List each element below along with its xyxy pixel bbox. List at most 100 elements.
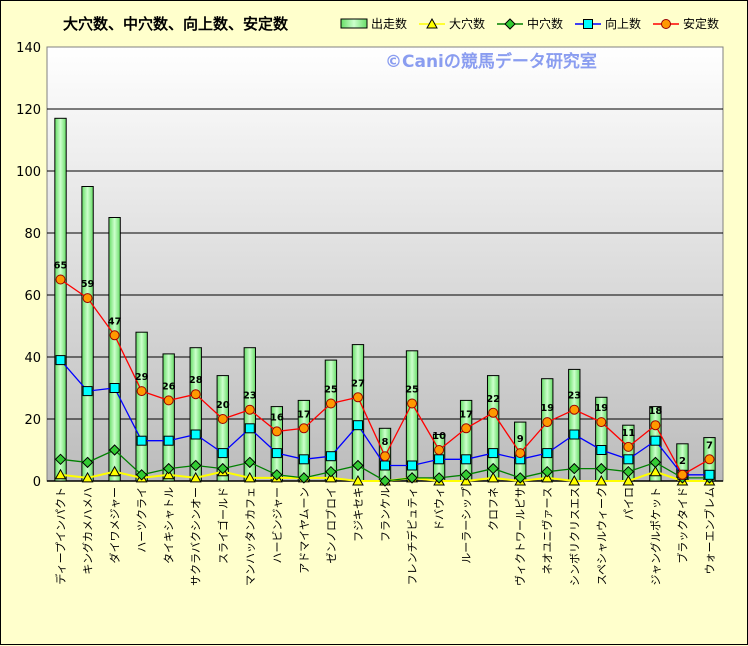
x-tick-label: ルーラーシップ [460, 487, 473, 564]
point-中穴数 [622, 465, 635, 478]
y-tick-label: 0 [33, 475, 41, 490]
x-tick-label: タイキシャトル [163, 487, 176, 564]
bar-出走数 [108, 217, 121, 482]
point-安定数 [380, 451, 390, 462]
point-向上数 [244, 423, 255, 434]
bar-出走数 [324, 359, 338, 482]
point-安定数 [325, 398, 336, 409]
point-大穴数 [81, 471, 94, 483]
data-label-安定数: 11 [621, 428, 635, 439]
y-tick-label: 60 [24, 289, 41, 304]
point-中穴数 [81, 456, 94, 469]
point-大穴数 [352, 474, 364, 486]
data-label-安定数: 7 [706, 440, 713, 451]
point-向上数 [542, 448, 553, 459]
point-中穴数 [595, 462, 608, 475]
data-label-安定数: 19 [594, 403, 608, 414]
data-label-安定数: 16 [270, 412, 284, 423]
point-中穴数 [190, 459, 202, 472]
point-中穴数 [406, 472, 418, 484]
point-中穴数 [541, 465, 553, 478]
point-向上数 [325, 451, 336, 462]
point-向上数 [434, 454, 445, 465]
x-tick-label: ドバウィ [433, 487, 446, 531]
point-安定数 [109, 330, 120, 341]
x-tick-label: スライゴールド [216, 487, 230, 564]
x-tick-label: フランケル [379, 487, 392, 542]
point-中穴数 [162, 462, 175, 475]
data-label-安定数: 19 [540, 403, 554, 414]
point-中穴数 [649, 456, 662, 469]
data-label-安定数: 26 [162, 381, 176, 392]
point-安定数 [650, 420, 661, 431]
data-label-安定数: 25 [405, 385, 419, 396]
point-安定数 [352, 392, 363, 403]
legend-label: 安定数 [683, 16, 719, 31]
data-label-安定数: 59 [81, 279, 95, 290]
point-安定数 [407, 398, 418, 409]
point-向上数 [298, 454, 309, 465]
point-安定数 [515, 448, 526, 459]
x-tick-label: パイロ [622, 487, 635, 520]
point-向上数 [136, 435, 147, 446]
point-大穴数 [487, 471, 500, 483]
legend-label: 出走数 [371, 16, 407, 31]
x-tick-label: シンボリクリスエス [568, 487, 581, 586]
data-label-安定数: 20 [216, 400, 230, 411]
point-安定数 [488, 407, 499, 418]
data-label-安定数: 8 [382, 437, 389, 448]
point-大穴数 [189, 471, 202, 483]
bar-出走数 [81, 186, 94, 482]
bar-出走数 [216, 375, 229, 482]
point-大穴数 [243, 471, 256, 483]
data-label-安定数: 47 [108, 316, 122, 327]
x-tick-label: フジキセキ [352, 487, 365, 542]
x-tick-label: ディープインパクト [54, 487, 68, 585]
x-tick-label: ブラックタイド [675, 487, 689, 564]
x-tick-label: ヴィクトワールピサ [513, 487, 527, 586]
point-中穴数 [108, 444, 121, 456]
point-安定数 [244, 404, 255, 415]
y-tick-label: 20 [24, 413, 41, 428]
point-安定数 [623, 441, 634, 452]
bar-出走数 [162, 353, 175, 482]
point-中穴数 [135, 469, 148, 481]
data-label-安定数: 9 [517, 434, 524, 445]
x-tick-label: ダイワメジャー [108, 487, 122, 563]
point-向上数 [217, 448, 228, 459]
point-中穴数 [460, 469, 472, 481]
data-label-安定数: 17 [459, 409, 473, 420]
point-向上数 [109, 383, 120, 393]
point-中穴数 [325, 465, 337, 478]
y-tick-label: 120 [16, 103, 41, 118]
x-tick-label: ジャングルポケット [648, 487, 662, 585]
y-tick-label: 140 [16, 41, 41, 56]
point-安定数 [704, 454, 715, 465]
data-label-安定数: 23 [567, 391, 581, 402]
x-tick-label: サクラバクシンオー [190, 487, 203, 586]
point-大穴数 [568, 474, 581, 486]
point-安定数 [596, 417, 607, 428]
point-向上数 [461, 454, 472, 465]
point-向上数 [380, 460, 390, 471]
bar-出走数 [54, 117, 67, 482]
point-中穴数 [379, 475, 391, 487]
bar-出走数 [135, 331, 148, 482]
data-label-安定数: 17 [297, 409, 311, 420]
x-tick-label: マンハッタンカフェ [244, 487, 257, 586]
point-安定数 [163, 395, 174, 406]
point-向上数 [352, 420, 363, 431]
bar-出走数 [541, 378, 554, 482]
point-安定数 [298, 423, 309, 434]
point-安定数 [271, 426, 282, 437]
x-tick-label: ウォーエンブレム [702, 487, 716, 574]
point-向上数 [704, 469, 715, 480]
point-安定数 [190, 389, 201, 400]
point-向上数 [569, 429, 580, 440]
point-向上数 [407, 460, 418, 471]
point-中穴数 [514, 472, 526, 484]
data-label-安定数: 25 [324, 385, 338, 396]
point-安定数 [569, 404, 580, 415]
x-tick-label: アドマイヤムーン [298, 487, 311, 574]
